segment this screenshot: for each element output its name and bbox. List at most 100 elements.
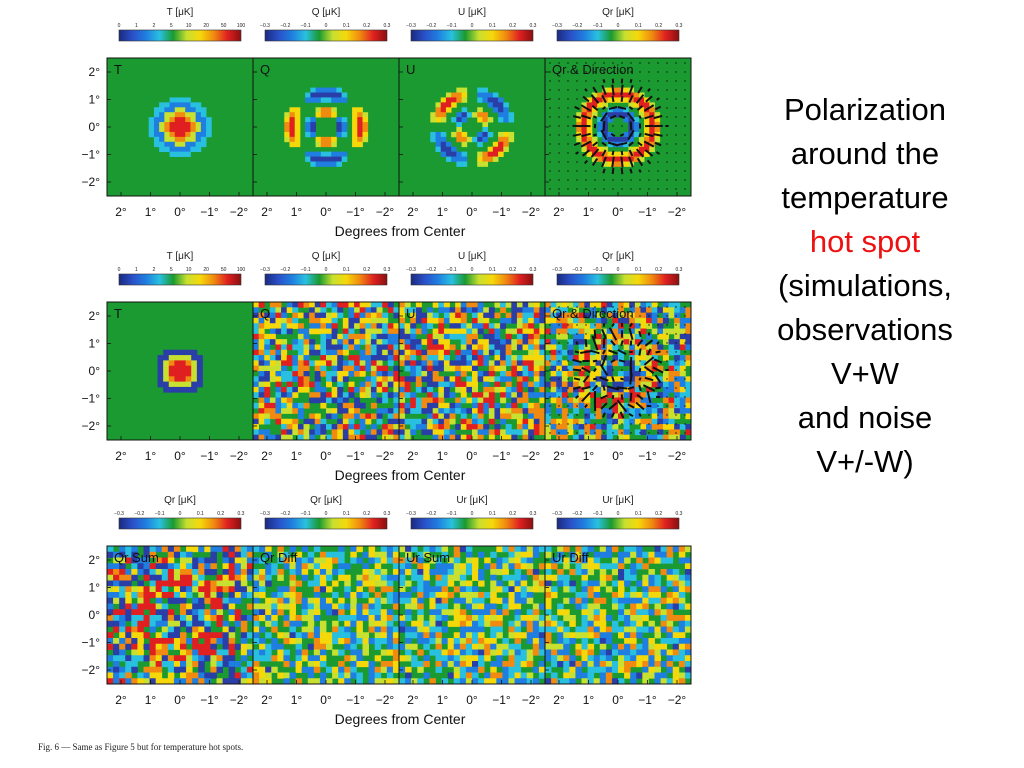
map-pixel <box>539 392 546 398</box>
map-pixel <box>539 312 546 319</box>
vector-stick <box>620 340 624 346</box>
vector-stick <box>646 390 652 404</box>
map-pixel <box>411 597 418 604</box>
map-pixel <box>618 381 625 388</box>
map-pixel <box>593 551 601 558</box>
map-pixel <box>557 574 564 581</box>
map-pixel <box>533 371 540 377</box>
map-pixel <box>359 386 366 393</box>
vector-stick <box>620 156 624 168</box>
vector-dot <box>639 432 641 434</box>
map-pixel <box>143 551 150 558</box>
vector-dot <box>585 71 587 73</box>
map-pixel <box>488 333 495 340</box>
map-pixel <box>271 615 278 622</box>
map-pixel <box>275 317 282 324</box>
map-pixel <box>611 661 619 668</box>
x-tick-label: −2° <box>376 449 395 463</box>
map-pixel <box>538 666 546 673</box>
map-pixel <box>246 603 254 610</box>
map-pixel <box>500 413 507 420</box>
map-pixel <box>289 117 296 123</box>
map-pixel <box>415 386 422 393</box>
map-pixel <box>173 546 181 553</box>
map-pixel <box>200 117 207 123</box>
map-pixel <box>447 609 455 616</box>
map-pixel <box>528 386 535 393</box>
y-tick-label: 1° <box>89 93 101 107</box>
map-pixel <box>362 580 369 587</box>
map-pixel <box>623 156 629 162</box>
map-pixel <box>131 678 138 685</box>
map-pixel <box>640 355 647 361</box>
map-pixel <box>472 323 479 329</box>
map-pixel <box>438 365 445 372</box>
map-pixel <box>107 609 114 616</box>
map-pixel <box>678 626 686 633</box>
map-pixel <box>666 580 674 587</box>
map-pixel <box>283 661 290 668</box>
map-pixel <box>528 312 535 319</box>
map-pixel <box>186 603 193 610</box>
map-pixel <box>685 381 692 388</box>
map-pixel <box>159 146 165 153</box>
map-pixel <box>281 371 288 377</box>
vector-stick <box>575 151 579 155</box>
map-pixel <box>657 328 664 335</box>
map-pixel <box>370 386 377 393</box>
vector-dot <box>684 98 686 100</box>
x-tick-label: −2° <box>230 693 249 707</box>
vector-dot <box>612 423 614 425</box>
map-pixel <box>119 672 126 679</box>
map-pixel <box>526 620 534 627</box>
map-pixel <box>155 666 163 673</box>
map-pixel <box>623 141 629 148</box>
map-pixel <box>173 592 181 599</box>
map-pixel <box>271 603 278 610</box>
vector-dot <box>549 62 551 64</box>
map-pixel <box>644 136 650 143</box>
map-pixel <box>666 661 674 668</box>
map-pixel <box>305 156 311 162</box>
map-pixel <box>618 666 625 673</box>
map-pixel <box>404 434 411 441</box>
colorbar-bar <box>410 29 534 42</box>
map-pixel <box>265 603 272 610</box>
map-pixel <box>634 344 641 351</box>
map-pixel <box>646 424 653 430</box>
vector-stick <box>619 133 625 137</box>
map-pixel <box>449 333 456 340</box>
map-pixel <box>642 626 649 633</box>
vector-dot <box>612 179 614 181</box>
map-pixel <box>522 328 529 335</box>
map-pixel <box>522 424 529 430</box>
map-pixel <box>605 546 613 553</box>
map-pixel <box>331 392 338 398</box>
map-pixel <box>275 408 282 414</box>
map-pixel <box>386 649 394 656</box>
map-pixel <box>168 355 175 361</box>
map-pixel <box>314 349 321 356</box>
map-pixel <box>168 365 175 372</box>
map-pixel <box>640 418 647 425</box>
colorbar-tick-label: 0.2 <box>655 23 662 29</box>
map-pixel <box>326 317 333 324</box>
map-pixel <box>342 333 349 340</box>
map-pixel <box>107 563 114 570</box>
map-pixel <box>461 156 468 162</box>
map-pixel <box>472 424 479 430</box>
map-pixel <box>348 344 355 351</box>
map-pixel <box>228 586 236 593</box>
map-pixel <box>593 586 601 593</box>
x-tick-label: 1° <box>583 693 595 707</box>
map-pixel <box>545 586 552 593</box>
map-pixel <box>443 386 450 393</box>
map-pixel <box>516 424 523 430</box>
map-pixel <box>466 424 473 430</box>
map-pixel <box>455 408 462 414</box>
vector-dot <box>657 333 659 335</box>
map-pixel <box>155 592 163 599</box>
map-pixel <box>370 376 377 383</box>
vector-dot <box>576 315 578 317</box>
map-pixel <box>259 672 266 679</box>
